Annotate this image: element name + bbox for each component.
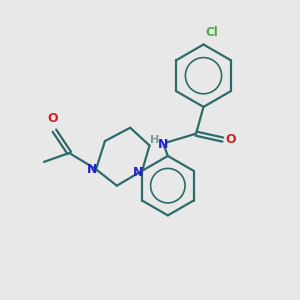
Text: N: N <box>86 163 97 176</box>
Text: Cl: Cl <box>205 26 218 39</box>
Text: N: N <box>133 166 144 179</box>
Text: O: O <box>226 133 236 146</box>
Text: H: H <box>150 135 160 145</box>
Text: O: O <box>48 112 58 125</box>
Text: N: N <box>158 138 169 151</box>
